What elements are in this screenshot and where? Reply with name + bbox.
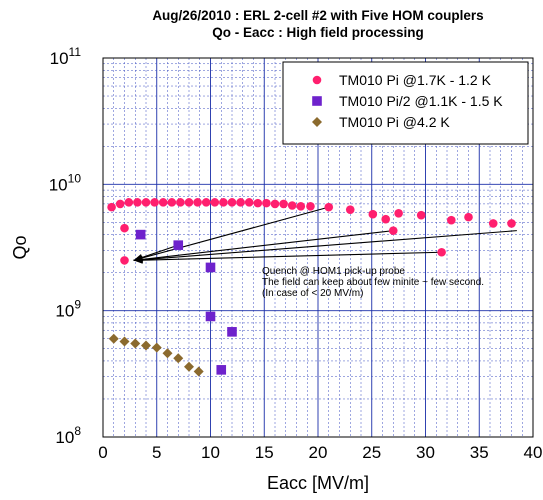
- x-tick-label: 30: [416, 443, 435, 462]
- data-point-series-1: [324, 202, 334, 212]
- data-point-series-1: [287, 201, 297, 210]
- annotation-line-3: (In case of < 20 MV/m): [262, 288, 363, 299]
- data-point-series-2: [135, 229, 146, 240]
- x-tick-label: 25: [362, 443, 381, 462]
- data-point-series-1: [270, 199, 280, 209]
- data-point-series-1: [262, 198, 271, 208]
- data-point-series-1: [507, 219, 516, 228]
- data-point-series-1: [464, 212, 473, 222]
- legend-label-3: TM010 Pi @4.2 K: [339, 114, 450, 130]
- data-point-series-3: [162, 348, 173, 359]
- data-point-series-1: [381, 214, 391, 224]
- data-point-series-1: [447, 215, 456, 225]
- data-point-series-1: [176, 198, 185, 207]
- data-point-series-2: [216, 365, 227, 375]
- data-point-series-2: [227, 327, 237, 337]
- data-point-series-1: [296, 202, 306, 211]
- data-point-series-3: [193, 366, 204, 377]
- plot-frame: [102, 57, 534, 438]
- data-point-series-1: [236, 198, 245, 207]
- data-point-series-2: [205, 311, 216, 322]
- annotation-arrow-line: [133, 251, 442, 261]
- axis-ticks: 0 5 10 15 20 25 30 35 40 108 109 1010 1011: [49, 45, 543, 462]
- data-point-series-1: [141, 198, 151, 207]
- data-point-series-1: [227, 198, 237, 207]
- data-point-series-1: [115, 199, 125, 209]
- x-tick-label: 35: [470, 443, 489, 462]
- data-point-series-1: [120, 223, 129, 233]
- legend-label-2: TM010 Pi/2 @1.1K - 1.5 K: [339, 93, 503, 109]
- data-point-series-2: [205, 262, 216, 273]
- y-axis-label: Qo: [10, 235, 30, 259]
- data-point-series-1: [279, 199, 288, 209]
- data-point-series-3: [119, 336, 130, 347]
- legend: TM010 Pi @1.7K - 1.2 K TM010 Pi/2 @1.1K -…: [282, 61, 529, 145]
- data-point-series-1: [244, 198, 254, 207]
- annotation-arrow-line: [133, 230, 394, 261]
- data-points: [107, 198, 516, 377]
- data-point-series-2: [173, 240, 184, 250]
- data-point-series-1: [437, 247, 446, 257]
- annotation-arrows: [133, 206, 517, 264]
- data-point-series-1: [388, 226, 398, 235]
- data-point-series-1: [253, 198, 263, 208]
- data-point-series-1: [120, 256, 129, 265]
- data-point-series-3: [141, 340, 151, 351]
- data-point-series-1: [488, 219, 498, 228]
- data-point-series-1: [107, 202, 116, 212]
- data-point-series-1: [150, 198, 159, 207]
- legend-marker-3: [312, 117, 322, 127]
- data-point-series-3: [184, 361, 194, 372]
- data-point-series-1: [184, 198, 194, 207]
- data-point-series-1: [167, 198, 177, 207]
- data-point-series-1: [345, 205, 355, 214]
- legend-label-1: TM010 Pi @1.7K - 1.2 K: [339, 72, 492, 88]
- data-point-series-3: [173, 353, 184, 364]
- x-tick-label: 15: [255, 443, 274, 462]
- data-point-series-1: [368, 209, 378, 219]
- chart-title: Aug/26/2010 : ERL 2-cell #2 with Five HO…: [152, 8, 484, 23]
- x-tick-label: 5: [152, 443, 161, 462]
- annotation-line-1: Quench @ HOM1 pick-up probe: [262, 266, 405, 277]
- x-tick-label: 20: [309, 443, 328, 462]
- data-point-series-3: [130, 338, 141, 349]
- x-tick-label: 40: [524, 443, 543, 462]
- data-point-series-1: [219, 198, 228, 207]
- annotation-arrowhead: [133, 256, 143, 264]
- data-point-series-1: [133, 198, 142, 207]
- data-point-series-1: [201, 198, 211, 207]
- legend-marker-2: [312, 96, 322, 106]
- data-point-series-3: [151, 342, 162, 353]
- legend-box: [282, 61, 529, 145]
- data-point-series-1: [416, 210, 426, 220]
- y-tick-label: 109: [55, 298, 81, 321]
- data-point-series-1: [124, 198, 134, 207]
- data-point-series-3: [108, 333, 119, 344]
- y-tick-label: 108: [55, 424, 81, 447]
- x-tick-label: 10: [201, 443, 220, 462]
- x-axis-label: Eacc [MV/m]: [267, 473, 369, 493]
- data-point-series-1: [210, 198, 220, 207]
- data-point-series-1: [158, 198, 168, 207]
- data-point-series-1: [306, 202, 315, 211]
- x-tick-label: 0: [98, 443, 107, 462]
- legend-marker-1: [312, 75, 322, 85]
- annotation-arrow-line: [133, 206, 329, 261]
- annotation-arrow-line: [133, 230, 517, 261]
- chart-subtitle: Qo - Eacc : High field processing: [212, 25, 424, 40]
- y-tick-label: 1010: [49, 171, 82, 194]
- annotation-line-2: The field can keep about few minite ~ fe…: [262, 277, 484, 288]
- data-point-series-1: [394, 208, 403, 218]
- y-tick-label: 1011: [50, 45, 82, 68]
- data-point-series-1: [193, 198, 202, 207]
